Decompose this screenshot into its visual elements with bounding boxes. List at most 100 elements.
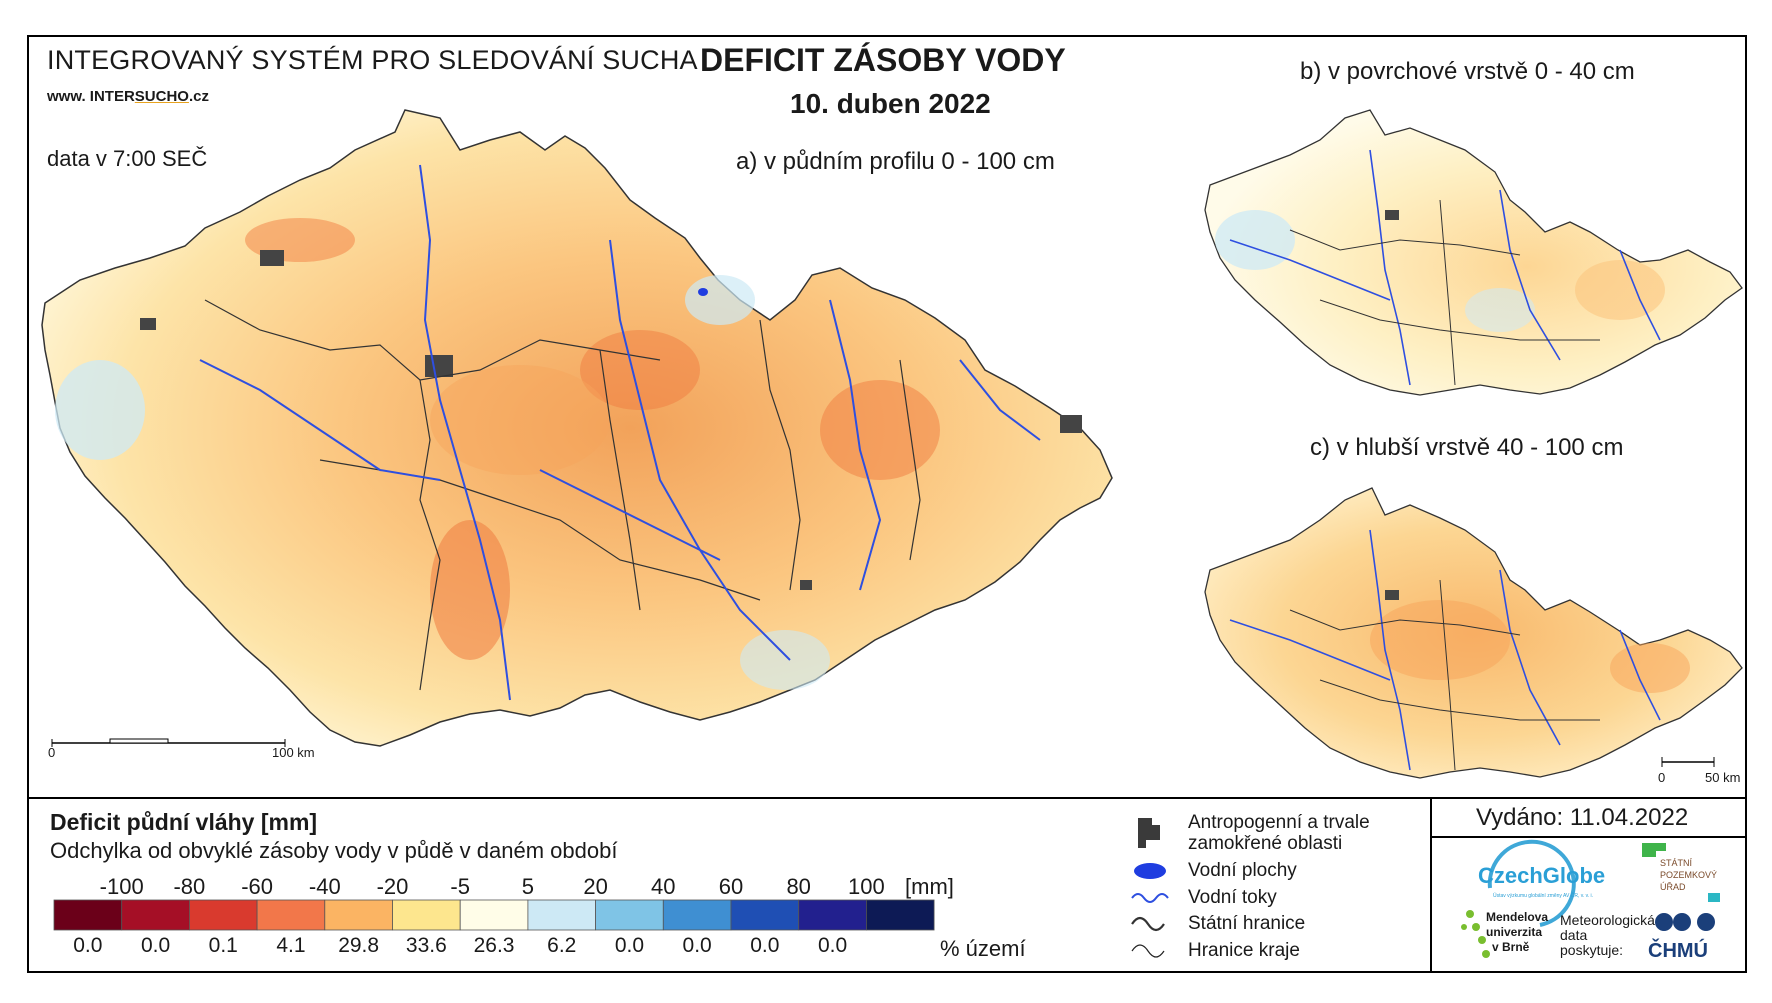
issued-divider (1430, 836, 1747, 838)
map-a-deficit-hotspot (430, 365, 610, 475)
chmu-logo (1655, 913, 1715, 931)
spu-logo (1642, 843, 1720, 902)
map-a-anthropogenic-area (260, 250, 284, 266)
legend-divider (27, 797, 1747, 799)
legend-percentage: 4.1 (276, 934, 306, 957)
map-a-rivers (199, 164, 1041, 701)
main-date: 10. duben 2022 (790, 88, 991, 119)
map-a-anthropogenic-area (425, 355, 453, 377)
map-a-surplus-area (55, 360, 145, 460)
meteo-line3: poskytuje: (1560, 942, 1624, 958)
legend-percentage: 6.2 (547, 934, 577, 957)
state-border-label: Státní hranice (1188, 913, 1306, 934)
map-a-deficit-hotspot (580, 330, 700, 410)
mendelu-line1: Mendelova (1486, 910, 1549, 924)
legend-swatch (662, 899, 732, 931)
legend-swatch (324, 899, 393, 931)
map-c-anthropogenic-area (1385, 590, 1399, 600)
legend-tick-label: 60 (718, 874, 744, 899)
legend-percentage: 0.0 (140, 934, 171, 957)
scale-main-start: 0 (48, 745, 56, 760)
legend-swatch (730, 899, 800, 931)
chmu-name: ČHMÚ (1648, 940, 1708, 962)
legend-swatch (866, 899, 935, 931)
legend-subtitle: Odchylka od obvyklé zásoby vody v půdě v… (50, 838, 618, 863)
meteo-line2: data (1560, 927, 1588, 943)
water-bodies-label: Vodní plochy (1188, 860, 1297, 881)
map-c-deficit-hotspot (1370, 600, 1510, 680)
czechglobe-name: CzechGlobe (1478, 863, 1606, 888)
issued-date: Vydáno: 11.04.2022 (1476, 804, 1689, 831)
scale-small-start: 0 (1658, 770, 1666, 785)
legend-swatch (188, 899, 258, 931)
map-c-czech-republic (1204, 487, 1743, 779)
legend-swatch (53, 899, 123, 931)
map-a-deficit-hotspot (820, 380, 940, 480)
legend-tick-label: -80 (173, 874, 206, 899)
meteo-line1: Meteorologická (1560, 912, 1655, 928)
map-a-label: a) v půdním profilu 0 - 100 cm (736, 148, 1055, 175)
legend-percentage: 0.1 (208, 934, 238, 957)
map-b-region-borders (1289, 199, 1600, 386)
legend-tick-label: -60 (241, 874, 273, 899)
map-b-territory (1204, 109, 1743, 396)
spu-line3: ÚŘAD (1660, 882, 1686, 892)
map-a-surplus-area (685, 275, 755, 325)
website-suffix: .cz (188, 88, 209, 105)
legend-percentage: 26.3 (473, 934, 515, 957)
legend-swatch (595, 899, 664, 931)
map-c-deficit-hotspot (1610, 643, 1690, 693)
spu-line1: STÁTNÍ (1660, 858, 1693, 868)
map-b-rivers (1229, 149, 1661, 386)
river-swatch (1131, 893, 1169, 903)
spu-line2: POZEMKOVÝ (1660, 870, 1718, 880)
website-link[interactable]: www. INTERSUCHO.cz (47, 88, 209, 105)
map-a-water-body (698, 288, 708, 296)
anthropogenic-label-line1: Antropogenní a trvale (1188, 812, 1370, 833)
legend-tick-label: 40 (651, 874, 676, 899)
state-border-swatch (1131, 916, 1165, 932)
map-c-scale-bar (1661, 757, 1715, 767)
legend-tick-label: -20 (376, 874, 409, 899)
legend-percentage: 0.0 (73, 934, 103, 957)
scale-small-end: 50 km (1705, 770, 1741, 785)
region-border-label: Hranice kraje (1188, 940, 1300, 961)
map-c-region-borders (1289, 579, 1600, 771)
map-a-territory (41, 109, 1113, 747)
legend-swatch (256, 899, 326, 931)
anthropogenic-label-line2: zamokřené oblasti (1188, 833, 1343, 854)
legend-tick-label: -40 (308, 874, 341, 899)
region-border-swatch (1131, 944, 1165, 958)
legend-percentage: 33.6 (405, 934, 447, 957)
map-a-scale-bar (51, 738, 286, 747)
legend-unit: [mm] (905, 874, 954, 899)
czechglobe-logo (1487, 839, 1576, 927)
legend-percentage: 0.0 (750, 934, 780, 957)
map-frame (27, 35, 1747, 973)
legend-swatch (121, 899, 190, 931)
system-title: INTEGROVANÝ SYSTÉM PRO SLEDOVÁNÍ SUCHA (47, 45, 698, 75)
legend-tick-label: 80 (786, 874, 811, 899)
map-b-czech-republic (1204, 109, 1743, 396)
map-b-deficit-hotspot (1575, 260, 1665, 320)
anthropogenic-area-swatch (1138, 818, 1160, 848)
legend-colorbar (53, 899, 935, 931)
legend-tick-label: -100 (99, 874, 144, 899)
legend-percentage: 0.0 (817, 934, 848, 957)
map-a-deficit-hotspot (430, 520, 510, 660)
map-a-anthropogenic-area (800, 580, 812, 590)
map-a-surplus-area (740, 630, 830, 690)
mendelu-line3: v Brně (1492, 940, 1530, 954)
map-legend-symbols (1131, 818, 1169, 958)
website-prefix: www. INTER (47, 88, 135, 105)
map-c-rivers (1229, 529, 1661, 771)
legend-tick-label: 100 (848, 874, 885, 899)
map-b-surplus-area (1215, 210, 1295, 270)
map-a-anthropogenic-area (140, 318, 156, 330)
website-brand: SUCHO (134, 88, 189, 105)
legend-title: Deficit půdní vláhy [mm] (50, 809, 318, 835)
map-a-anthropogenic-area (1060, 415, 1082, 433)
map-c-label: c) v hlubší vrstvě 40 - 100 cm (1310, 434, 1624, 461)
rivers-label: Vodní toky (1188, 887, 1277, 908)
